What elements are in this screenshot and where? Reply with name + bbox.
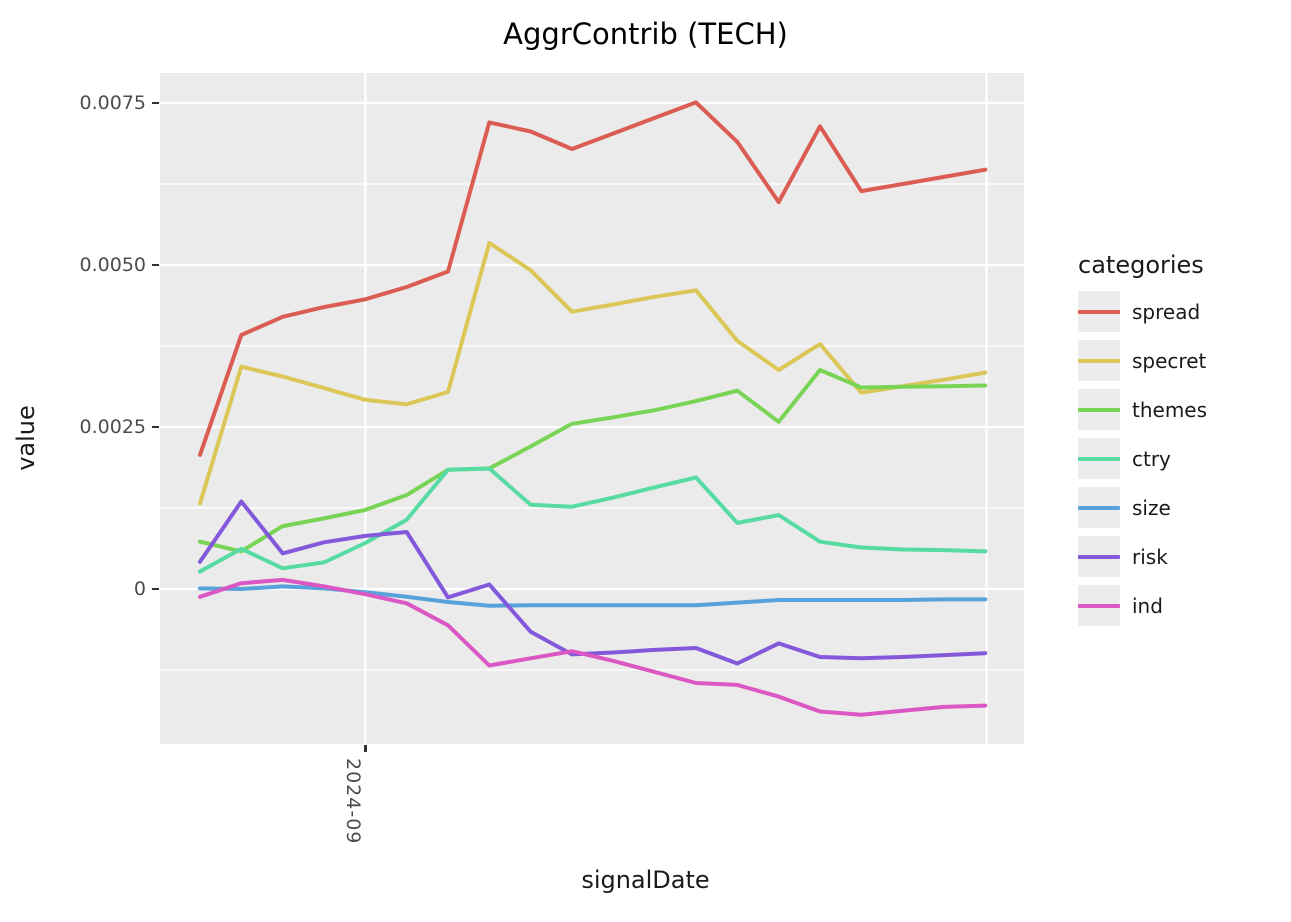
line-chart <box>160 73 1024 744</box>
y-tick-label: 0.0050 <box>79 254 146 276</box>
series-line-specret <box>198 241 988 506</box>
legend: categories spread specret themes ctry size ri… <box>1078 251 1207 634</box>
plot-panel <box>160 73 1024 744</box>
legend-key-line <box>1078 407 1120 412</box>
legend-label: spread <box>1132 299 1201 324</box>
legend-key-line <box>1078 554 1120 559</box>
y-tick-mark <box>152 588 159 590</box>
series-line-risk <box>198 499 988 666</box>
legend-item-ind: ind <box>1078 585 1207 626</box>
x-tick-mark <box>364 745 367 752</box>
legend-title: categories <box>1078 251 1204 279</box>
legend-key <box>1078 438 1120 479</box>
legend-label: ind <box>1132 593 1163 618</box>
series-line-ctry <box>198 466 988 574</box>
legend-label: ctry <box>1132 446 1171 471</box>
legend-label: risk <box>1132 544 1168 569</box>
legend-key <box>1078 291 1120 332</box>
legend-key <box>1078 536 1120 577</box>
legend-key <box>1078 389 1120 430</box>
legend-item-risk: risk <box>1078 536 1207 577</box>
chart-title: AggrContrib (TECH) <box>503 17 788 51</box>
legend-items: spread specret themes ctry size risk ind <box>1078 291 1207 626</box>
legend-key-line <box>1078 358 1120 363</box>
legend-key-line <box>1078 456 1120 461</box>
legend-key <box>1078 585 1120 626</box>
series-line-spread <box>198 100 988 457</box>
legend-item-ctry: ctry <box>1078 438 1207 479</box>
y-axis-title: value <box>12 405 40 471</box>
y-tick-mark <box>152 102 159 104</box>
legend-key-line <box>1078 309 1120 314</box>
series-line-ind <box>198 577 988 717</box>
legend-item-specret: specret <box>1078 340 1207 381</box>
legend-item-size: size <box>1078 487 1207 528</box>
legend-key-line <box>1078 505 1120 510</box>
x-tick-label: 2024-09 <box>342 758 364 845</box>
y-tick-label: 0 <box>133 578 146 600</box>
y-tick-mark <box>152 264 159 266</box>
legend-label: size <box>1132 495 1171 520</box>
legend-item-spread: spread <box>1078 291 1207 332</box>
x-axis-title: signalDate <box>581 866 710 894</box>
y-tick-mark <box>152 426 159 428</box>
series-line-themes <box>198 368 988 554</box>
legend-key-line <box>1078 603 1120 608</box>
legend-key <box>1078 340 1120 381</box>
y-tick-label: 0.0075 <box>79 92 146 114</box>
legend-key <box>1078 487 1120 528</box>
legend-item-themes: themes <box>1078 389 1207 430</box>
legend-label: specret <box>1132 348 1207 373</box>
legend-label: themes <box>1132 397 1208 422</box>
y-tick-label: 0.0025 <box>79 416 146 438</box>
